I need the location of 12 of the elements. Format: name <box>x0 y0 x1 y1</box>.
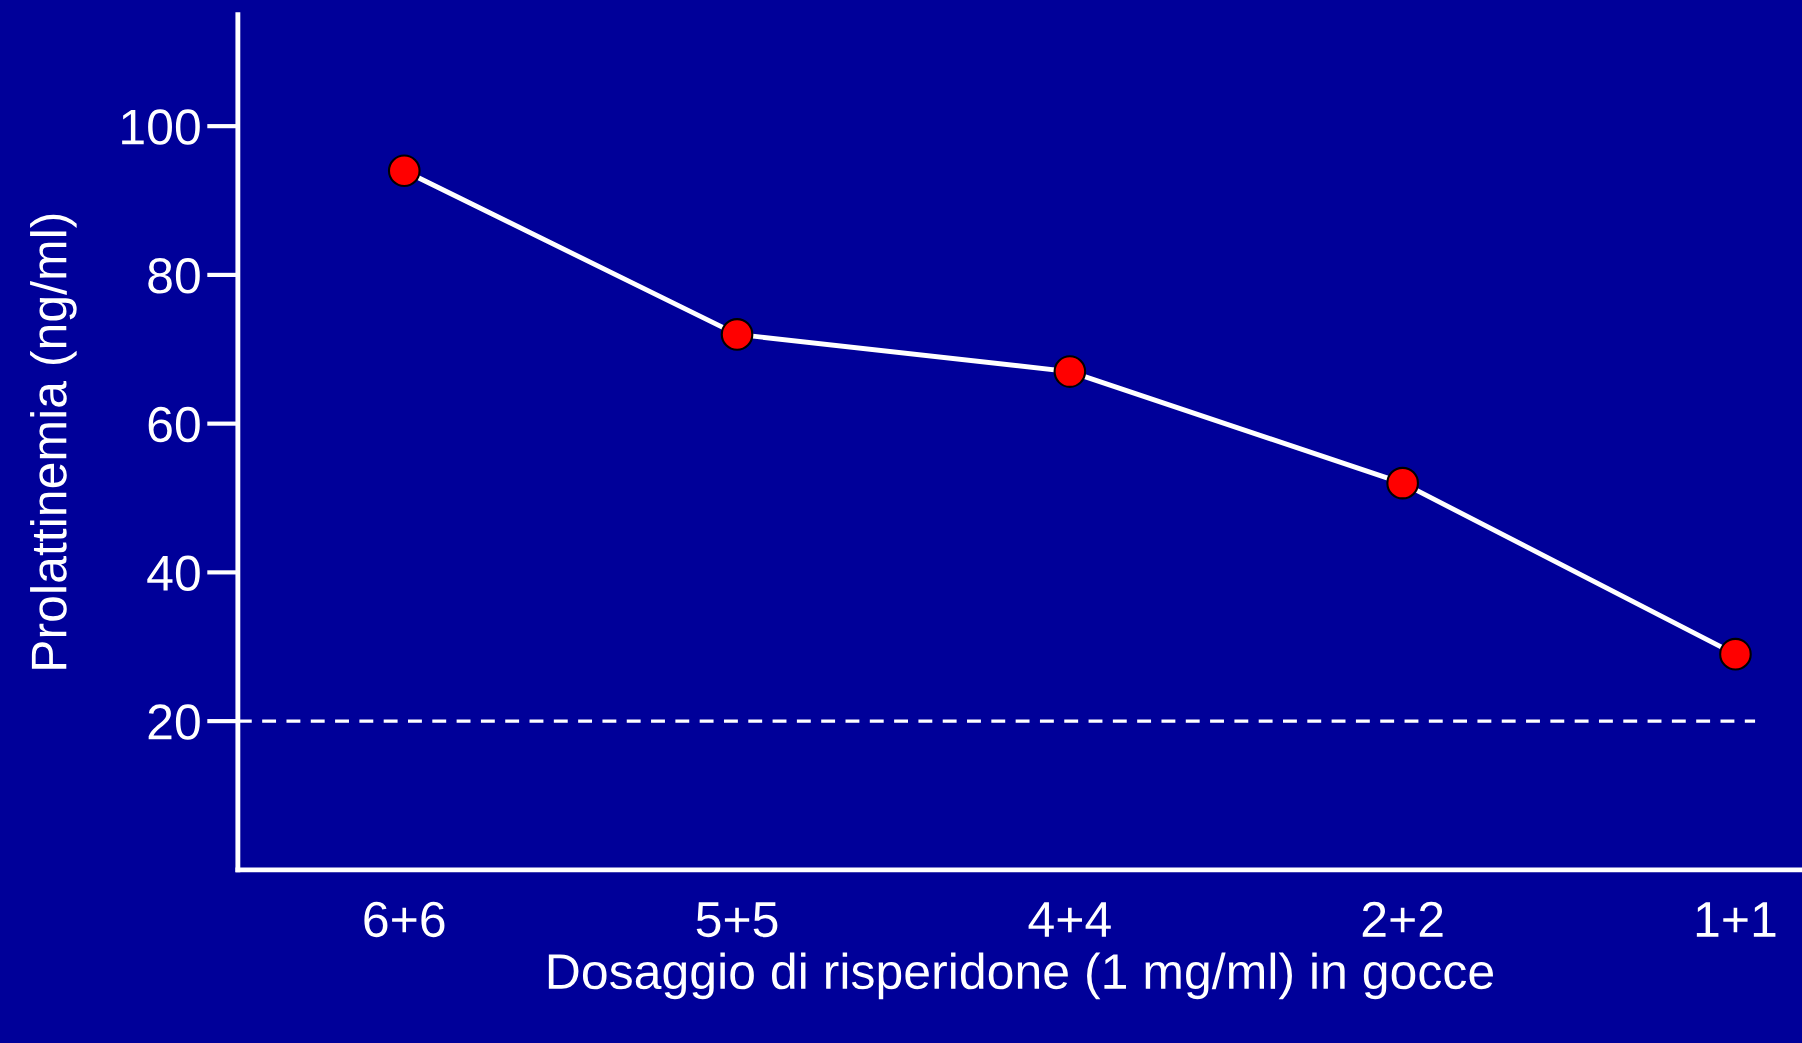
x-tick-label: 5+5 <box>696 902 778 938</box>
x-axis-title: Dosaggio di risperidone (1 mg/ml) in gocce <box>548 952 1493 1000</box>
x-tick-label: 4+4 <box>1028 902 1111 937</box>
y-tick-label: 100 <box>122 109 200 145</box>
x-tick-label: 1+1 <box>1696 902 1776 937</box>
y-tick-label: 60 <box>148 406 200 443</box>
y-axis-title: Prolattinemia (ng/ml) <box>30 214 77 669</box>
x-tick-label: 2+2 <box>1362 901 1443 937</box>
x-tick-label: 6+6 <box>364 901 445 938</box>
y-tick-label: 80 <box>148 258 200 294</box>
y-tick-label: 40 <box>147 555 200 591</box>
y-tick-label: 20 <box>148 704 200 740</box>
